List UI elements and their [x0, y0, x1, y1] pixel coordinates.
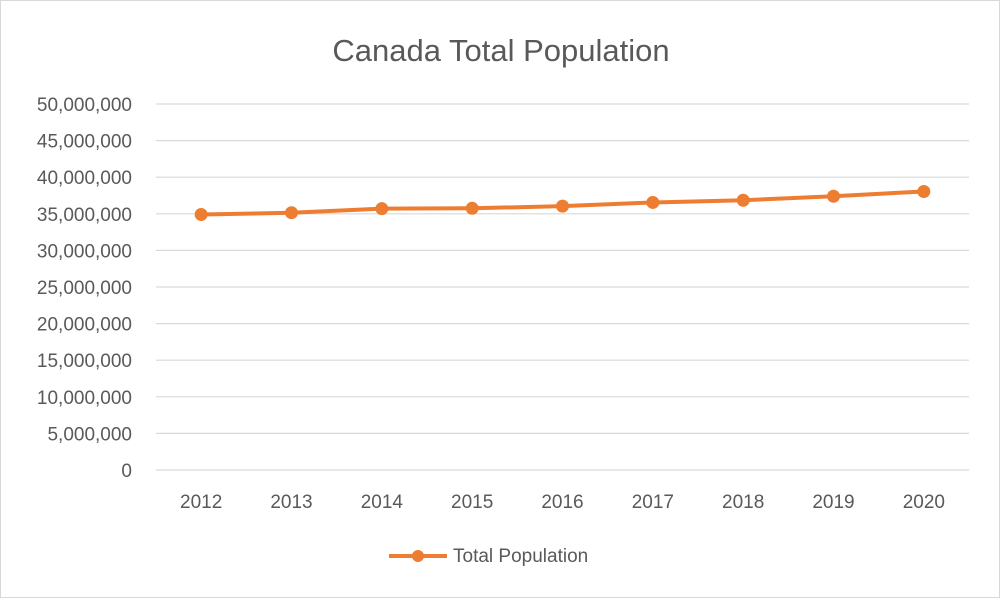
y-axis-ticks: 0 5,000,000 10,000,000 15,000,000 20,000,000…	[37, 95, 132, 482]
series-layer	[194, 184, 931, 222]
y-tick-label: 20,000,000	[37, 315, 132, 336]
x-tick-label: 2012	[180, 492, 222, 513]
y-tick-label: 15,000,000	[37, 351, 132, 372]
x-tick-label: 2019	[812, 492, 854, 513]
chart-title: Canada Total Population	[332, 33, 669, 68]
data-point	[736, 193, 750, 207]
y-tick-label: 25,000,000	[37, 278, 132, 299]
data-point	[646, 195, 660, 209]
y-tick-label: 5,000,000	[47, 424, 132, 445]
x-axis-ticks: 2012 2013 2014 2015 2016 2017 2018 2019 2020	[180, 492, 945, 513]
x-tick-label: 2020	[903, 492, 945, 513]
y-tick-label: 0	[121, 461, 132, 482]
data-point	[194, 208, 208, 222]
data-point	[917, 184, 931, 198]
data-point	[556, 199, 569, 213]
x-tick-label: 2015	[451, 492, 493, 513]
data-point	[465, 201, 479, 215]
data-point	[827, 189, 840, 203]
x-tick-label: 2017	[632, 492, 674, 513]
y-tick-label: 50,000,000	[37, 95, 132, 116]
x-tick-label: 2013	[270, 492, 312, 513]
y-tick-label: 30,000,000	[37, 241, 132, 262]
legend: Total Population	[389, 546, 588, 567]
x-tick-label: 2016	[541, 492, 583, 513]
y-tick-label: 35,000,000	[37, 205, 132, 226]
gridlines	[156, 103, 969, 471]
data-point	[375, 202, 389, 216]
y-tick-label: 45,000,000	[37, 132, 132, 153]
data-point	[285, 206, 298, 220]
x-tick-label: 2014	[361, 492, 404, 513]
x-tick-label: 2018	[722, 492, 764, 513]
legend-label: Total Population	[453, 546, 588, 567]
legend-marker	[412, 550, 424, 562]
y-tick-label: 10,000,000	[37, 388, 132, 409]
y-tick-label: 40,000,000	[37, 168, 132, 189]
